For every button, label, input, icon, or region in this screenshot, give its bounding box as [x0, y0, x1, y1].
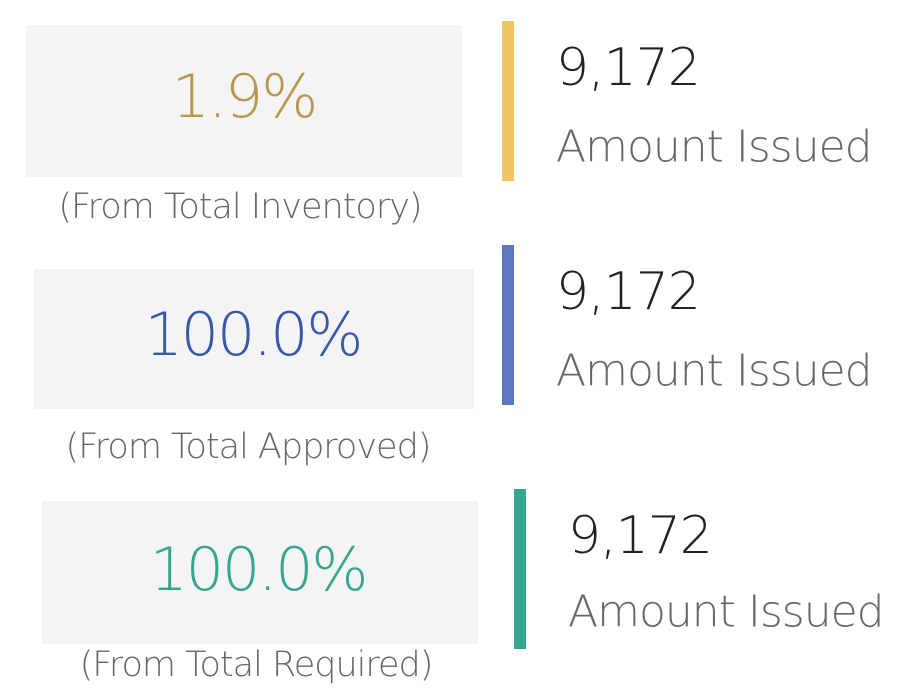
accent-bar: [502, 21, 514, 181]
label: Amount Issued: [556, 345, 873, 397]
card-box: [26, 25, 462, 177]
card-box: [42, 501, 478, 644]
note: (From Total Required): [79, 645, 434, 685]
note: (From Total Approved): [65, 427, 432, 467]
accent-bar: [502, 245, 514, 405]
card-box: [34, 269, 474, 409]
value: 9,172: [556, 262, 701, 322]
note: (From Total Inventory): [58, 187, 422, 227]
percent: 1.9%: [171, 62, 318, 132]
accent-bar: [514, 489, 526, 649]
value: 9,172: [556, 38, 701, 98]
label: Amount Issued: [568, 586, 885, 638]
value: 9,172: [568, 506, 713, 566]
percent: 100.0%: [149, 535, 369, 605]
percent: 100.0%: [144, 300, 364, 370]
label: Amount Issued: [556, 121, 873, 173]
